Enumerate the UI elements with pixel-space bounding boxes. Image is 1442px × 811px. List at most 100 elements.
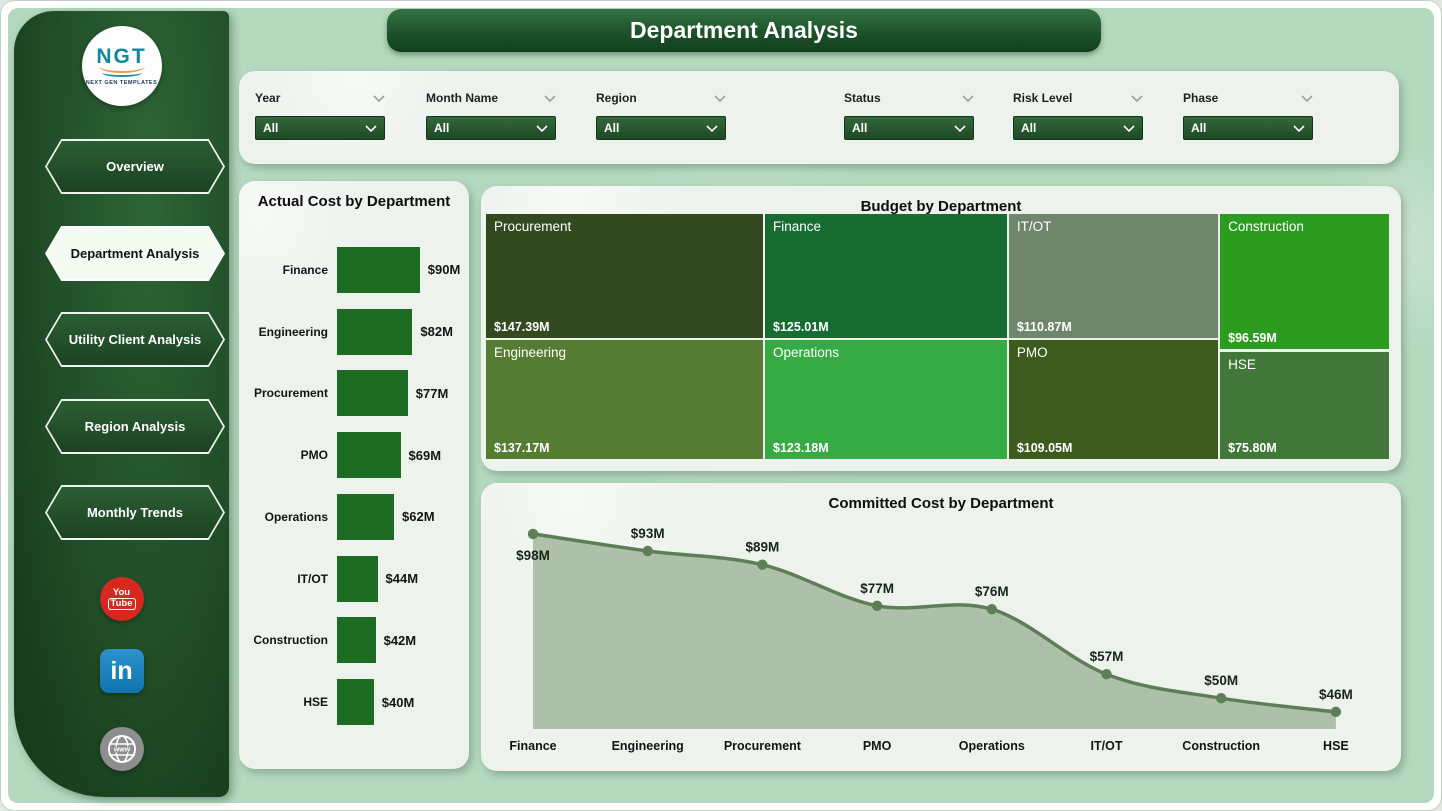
- chevron-down-icon[interactable]: [1301, 94, 1313, 102]
- youtube-text-line2: Tube: [107, 598, 136, 610]
- logo-ngt-letters: NGT: [96, 45, 147, 68]
- filter-label-row: Year: [255, 89, 385, 107]
- treemap-cell-operations[interactable]: Operations $123.18M: [765, 339, 1008, 459]
- data-label-pmo: $77M: [860, 581, 894, 596]
- sidebar-item-monthly-trends[interactable]: Monthly Trends: [45, 485, 225, 540]
- bar-row-construction: Construction $42M: [249, 610, 463, 672]
- bar-value-label: $69M: [408, 447, 442, 463]
- chevron-down-icon[interactable]: [706, 124, 718, 132]
- sidebar-item-department-analysis[interactable]: Department Analysis: [45, 226, 225, 281]
- treemap-cell-it-ot[interactable]: IT/OT $110.87M: [1008, 214, 1219, 338]
- bar-value-label: $62M: [402, 509, 435, 525]
- filter-label: Month Name: [426, 91, 498, 105]
- treemap-cell-name: HSE: [1228, 357, 1256, 373]
- filter-label: Region: [596, 91, 637, 105]
- data-point-finance[interactable]: [527, 528, 539, 540]
- actual-cost-chart-card: Actual Cost by Department Finance $90M En…: [239, 181, 469, 769]
- logo-text: NGT: [96, 46, 146, 67]
- chevron-down-icon[interactable]: [1123, 124, 1135, 132]
- filter-label: Status: [844, 91, 881, 105]
- chevron-down-icon[interactable]: [1131, 94, 1143, 102]
- bar-construction[interactable]: [337, 617, 376, 664]
- bar-finance[interactable]: [337, 246, 420, 293]
- bar-row-finance: Finance $90M: [249, 239, 463, 301]
- chevron-down-icon[interactable]: [365, 124, 377, 132]
- bar-value-label: $42M: [383, 632, 417, 648]
- area-fill: [533, 533, 1336, 729]
- treemap-cell-value: $75.80M: [1228, 440, 1277, 455]
- filter-label: Risk Level: [1013, 91, 1073, 105]
- linkedin-icon[interactable]: in: [99, 649, 144, 693]
- chevron-down-icon[interactable]: [1293, 124, 1305, 132]
- bar-operations[interactable]: [337, 493, 394, 540]
- data-point-hse[interactable]: [1330, 706, 1342, 718]
- data-point-engineering[interactable]: [642, 545, 653, 557]
- data-point-procurement[interactable]: [757, 559, 768, 570]
- bar-chart-plot-area: Finance $90M Engineering $82M Procurement …: [249, 239, 463, 733]
- filter-region: Region All: [596, 89, 726, 140]
- filter-dropdown-risk-level[interactable]: All: [1013, 116, 1143, 140]
- chevron-down-icon[interactable]: [373, 94, 385, 102]
- sidebar-item-label: Region Analysis: [47, 401, 223, 452]
- filter-dropdown-month-name[interactable]: All: [426, 116, 556, 140]
- treemap-cell-engineering[interactable]: Engineering $137.17M: [486, 339, 764, 459]
- filter-dropdown-phase[interactable]: All: [1183, 116, 1313, 140]
- bar-value-label: $82M: [420, 324, 453, 340]
- axis-label-finance: Finance: [509, 739, 556, 753]
- filter-selected-value: All: [852, 121, 868, 135]
- data-label-it-ot: $57M: [1090, 649, 1124, 664]
- data-point-it-ot[interactable]: [1101, 669, 1112, 680]
- sidebar-item-label: Monthly Trends: [47, 487, 223, 538]
- sidebar: NGT NEXT GEN TEMPLATES Overview Departmen…: [14, 11, 229, 797]
- treemap-cell-name: IT/OT: [1016, 219, 1052, 234]
- treemap-cell-name: Construction: [1228, 219, 1304, 234]
- bar-category-label: HSE: [303, 695, 328, 710]
- youtube-icon[interactable]: You Tube: [99, 577, 144, 621]
- linkedin-text: in: [110, 656, 133, 685]
- bar-it-ot[interactable]: [337, 555, 378, 602]
- chevron-down-icon[interactable]: [544, 94, 556, 102]
- treemap-cell-finance[interactable]: Finance $125.01M: [765, 214, 1008, 338]
- filter-dropdown-status[interactable]: All: [844, 116, 974, 140]
- data-point-operations[interactable]: [986, 603, 997, 615]
- chevron-down-icon[interactable]: [962, 94, 974, 102]
- trend-line: [531, 532, 1338, 714]
- bar-hse[interactable]: [337, 679, 374, 726]
- sidebar-item-region-analysis[interactable]: Region Analysis: [45, 399, 225, 454]
- bar-value-label: $44M: [385, 571, 419, 587]
- bar-engineering[interactable]: [337, 308, 413, 355]
- filter-dropdown-year[interactable]: All: [255, 116, 385, 140]
- treemap-cell-construction[interactable]: Construction $96.59M: [1220, 214, 1389, 349]
- axis-label-hse: HSE: [1323, 739, 1349, 753]
- sidebar-item-overview[interactable]: Overview: [45, 139, 225, 194]
- bar-pmo[interactable]: [337, 432, 401, 479]
- chevron-down-icon[interactable]: [954, 124, 966, 132]
- treemap-cell-procurement[interactable]: Procurement $147.39M: [486, 214, 764, 338]
- globe-www-text: www: [112, 747, 130, 754]
- filter-label-row: Risk Level: [1013, 89, 1143, 107]
- data-point-pmo[interactable]: [871, 600, 883, 611]
- page-header: Department Analysis: [387, 9, 1101, 52]
- treemap-cell-value: $110.87M: [1016, 319, 1072, 334]
- youtube-text-line1: You: [112, 587, 131, 599]
- website-globe-icon[interactable]: www: [99, 727, 144, 771]
- treemap-cell-value: $137.17M: [494, 440, 550, 455]
- page-title: Department Analysis: [630, 17, 858, 43]
- bar-value-label: $77M: [415, 385, 449, 401]
- bar-row-operations: Operations $62M: [249, 486, 463, 548]
- data-point-construction[interactable]: [1216, 692, 1227, 704]
- treemap-cell-name: Engineering: [494, 344, 567, 360]
- filter-label-row: Region: [596, 89, 726, 107]
- treemap-cell-pmo[interactable]: PMO $109.05M: [1008, 339, 1219, 459]
- bar-category-label: Procurement: [253, 386, 328, 401]
- chevron-down-icon[interactable]: [714, 94, 726, 102]
- bar-category-label: PMO: [300, 448, 328, 463]
- treemap-cell-hse[interactable]: HSE $75.80M: [1220, 352, 1389, 459]
- bar-procurement[interactable]: [337, 370, 408, 417]
- filter-dropdown-region[interactable]: All: [596, 116, 726, 140]
- sidebar-item-utility-client-analysis[interactable]: Utility Client Analysis: [45, 312, 225, 367]
- chevron-down-icon[interactable]: [536, 124, 548, 132]
- bar-row-it-ot: IT/OT $44M: [249, 548, 463, 610]
- filter-phase: Phase All: [1183, 89, 1313, 140]
- bar-value-label: $40M: [381, 694, 415, 710]
